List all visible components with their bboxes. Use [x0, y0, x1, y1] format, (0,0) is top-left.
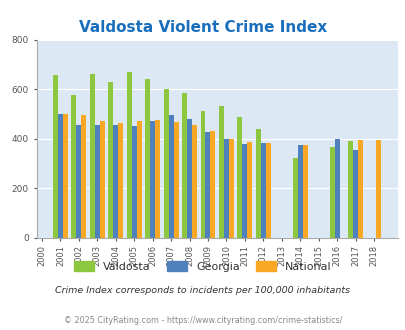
- Bar: [242, 144, 247, 238]
- Bar: [218, 106, 224, 238]
- Bar: [131, 126, 136, 238]
- Bar: [192, 125, 196, 238]
- Bar: [255, 129, 260, 238]
- Bar: [53, 76, 58, 238]
- Bar: [205, 132, 210, 238]
- Bar: [95, 125, 100, 238]
- Bar: [329, 147, 334, 238]
- Bar: [108, 82, 113, 238]
- Bar: [163, 89, 168, 238]
- Bar: [81, 115, 86, 238]
- Bar: [187, 119, 192, 238]
- Bar: [168, 115, 173, 238]
- Bar: [265, 143, 270, 238]
- Bar: [228, 139, 233, 238]
- Bar: [260, 143, 265, 238]
- Legend: Valdosta, Georgia, National: Valdosta, Georgia, National: [69, 256, 336, 276]
- Bar: [292, 158, 297, 238]
- Bar: [224, 139, 228, 238]
- Bar: [237, 117, 242, 238]
- Bar: [63, 114, 68, 238]
- Bar: [76, 125, 81, 238]
- Bar: [90, 74, 95, 238]
- Bar: [347, 141, 352, 238]
- Bar: [155, 120, 160, 238]
- Bar: [136, 121, 141, 238]
- Bar: [375, 140, 381, 238]
- Bar: [352, 150, 357, 238]
- Bar: [118, 123, 123, 238]
- Bar: [357, 140, 362, 238]
- Text: Valdosta Violent Crime Index: Valdosta Violent Crime Index: [79, 20, 326, 35]
- Bar: [126, 72, 131, 238]
- Bar: [100, 120, 104, 238]
- Bar: [200, 112, 205, 238]
- Bar: [181, 93, 187, 238]
- Bar: [71, 95, 76, 238]
- Bar: [173, 122, 178, 238]
- Bar: [150, 121, 155, 238]
- Bar: [210, 131, 215, 238]
- Bar: [302, 145, 307, 238]
- Text: © 2025 CityRating.com - https://www.cityrating.com/crime-statistics/: © 2025 CityRating.com - https://www.city…: [64, 315, 341, 325]
- Bar: [145, 79, 150, 238]
- Bar: [334, 139, 339, 238]
- Bar: [247, 142, 252, 238]
- Bar: [58, 114, 63, 238]
- Bar: [297, 145, 302, 238]
- Text: Crime Index corresponds to incidents per 100,000 inhabitants: Crime Index corresponds to incidents per…: [55, 286, 350, 295]
- Bar: [113, 125, 118, 238]
